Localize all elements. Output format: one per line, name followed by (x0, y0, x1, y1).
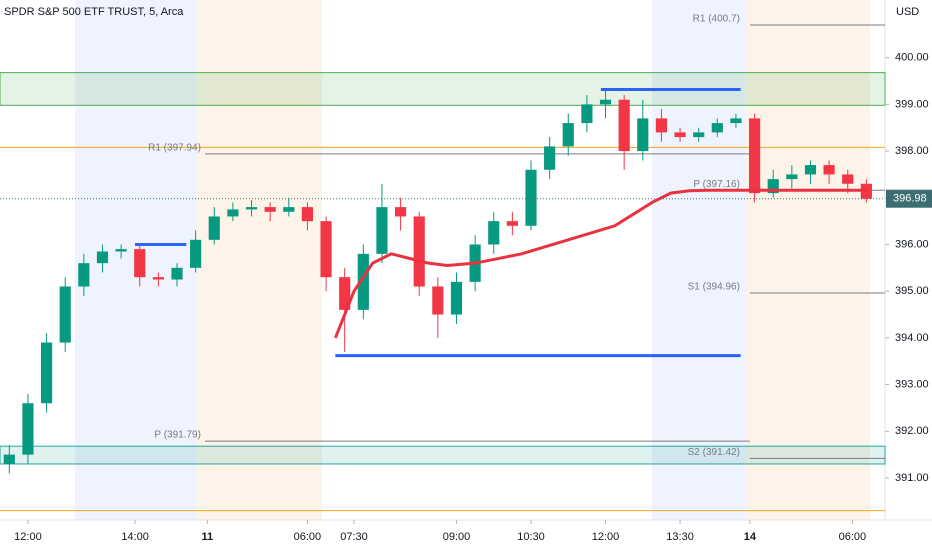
candle-body (3, 454, 15, 464)
candle-body (693, 132, 705, 138)
candle-body (115, 249, 127, 252)
y-tick-label: 395.00 (895, 285, 929, 297)
candle-body (804, 165, 817, 175)
y-tick-label: 391.00 (895, 472, 929, 484)
chart-title: SPDR S&P 500 ETF TRUST, 5, Arca (4, 6, 184, 18)
pivot-label: S1 (394.96) (688, 282, 740, 293)
candle-body (506, 221, 518, 226)
y-tick-label: 398.00 (895, 145, 929, 157)
session-shade (745, 0, 870, 520)
candle-body (637, 118, 649, 152)
candle-body (413, 216, 425, 287)
candle-body (320, 221, 332, 278)
x-tick-label: 12:00 (14, 531, 42, 543)
average-line (333, 188, 867, 339)
y-tick-label: 400.00 (895, 52, 929, 64)
y-tick-label: 394.00 (895, 332, 929, 344)
y-tick-label: 393.00 (895, 378, 929, 390)
candle-body (767, 179, 779, 194)
pivot-label: R1 (397.94) (148, 143, 201, 154)
candle-body (78, 263, 90, 287)
candle-body (618, 99, 630, 152)
candle-body (376, 207, 388, 254)
candle-body (823, 165, 835, 175)
candle-body (581, 104, 593, 124)
pivot-label: P (397.16) (693, 179, 740, 190)
candle-body (432, 286, 444, 315)
last-price-label: 396.98 (893, 193, 927, 205)
candle-body (748, 118, 761, 194)
currency: USD (896, 6, 919, 18)
candle-body (655, 118, 668, 133)
x-tick-label: 14:00 (121, 531, 149, 543)
y-tick-label: 399.00 (895, 98, 929, 110)
candle-body (134, 249, 146, 278)
session-shade (197, 0, 322, 520)
x-tick-label: 12:00 (592, 531, 620, 543)
pivot-label: S2 (391.42) (688, 447, 740, 458)
candle-body (394, 207, 407, 217)
candle-body (674, 132, 686, 138)
zone (0, 72, 886, 106)
candle-body (544, 146, 556, 170)
x-tick-label: 09:00 (443, 531, 471, 543)
candle-body (301, 207, 314, 222)
candle-body (357, 253, 369, 310)
candle-body (245, 207, 258, 210)
candle-body (227, 209, 239, 217)
y-tick-label: 396.00 (895, 238, 929, 250)
candle-body (562, 123, 574, 147)
candle-body (730, 118, 742, 124)
y-tick-label: 392.00 (895, 425, 929, 437)
candle-body (488, 221, 500, 245)
session-shade (652, 0, 745, 520)
candle-body (339, 277, 351, 310)
x-tick-label: 07:30 (340, 531, 368, 543)
pivot-label: R1 (400.7) (693, 14, 740, 25)
x-tick-label: 13:30 (666, 531, 694, 543)
candle-body (208, 216, 220, 240)
pivot-label: P (391.79) (154, 430, 201, 441)
x-tick-label: 06:00 (294, 531, 322, 543)
x-tick-label: 06:00 (839, 531, 867, 543)
candle-body (171, 267, 183, 280)
candle-body (152, 277, 164, 280)
candle-body (450, 281, 463, 315)
candle-body (525, 169, 537, 226)
candle-body (40, 342, 53, 404)
zone (0, 445, 886, 465)
candle-body (59, 286, 71, 343)
x-tick-label: 11 (201, 531, 213, 543)
candle-body (264, 207, 276, 212)
candle-body (283, 207, 295, 212)
x-tick-label: 10:30 (517, 531, 545, 543)
candle-body (711, 123, 723, 133)
candle-body (599, 99, 612, 105)
candle-body (96, 251, 109, 264)
x-tick-label: 14 (744, 531, 757, 543)
candle-body (842, 174, 854, 184)
last-price-box (886, 189, 932, 208)
candle-body (22, 403, 34, 455)
candle-body (190, 239, 202, 268)
candle-body (786, 174, 798, 180)
